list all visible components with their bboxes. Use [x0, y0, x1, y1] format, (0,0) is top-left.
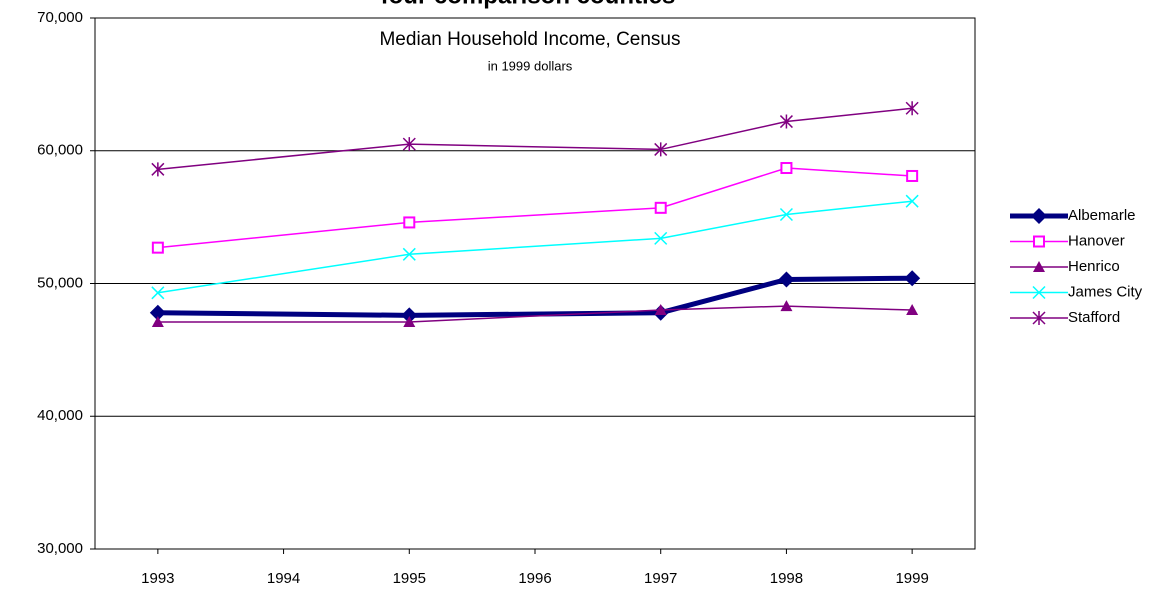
- y-tick-label: 40,000: [37, 407, 83, 424]
- legend-label: James City: [1068, 283, 1143, 300]
- x-tick-label: 1998: [770, 570, 803, 587]
- legend-label: Stafford: [1068, 309, 1120, 326]
- legend-marker: [1032, 311, 1046, 325]
- marker: [403, 315, 416, 327]
- legend-marker: [1032, 285, 1046, 300]
- chart-subtitle: Median Household Income, Census: [379, 29, 680, 50]
- marker: [905, 194, 919, 208]
- plot-frame: [94, 17, 976, 550]
- marker: [149, 304, 166, 321]
- marker: [780, 162, 793, 175]
- marker: [654, 201, 667, 214]
- legend-label: Albemarle: [1068, 207, 1136, 224]
- marker: [403, 216, 416, 229]
- marker: [904, 270, 921, 287]
- legend-marker: [1033, 261, 1045, 272]
- marker: [654, 142, 668, 157]
- x-tick-label: 1995: [393, 570, 426, 587]
- x-tick-label: 1994: [267, 570, 300, 587]
- marker: [401, 307, 418, 324]
- series-line: [157, 107, 913, 171]
- x-tick-label: 1996: [518, 570, 551, 587]
- marker: [906, 304, 919, 316]
- legend-label: Henrico: [1068, 258, 1120, 275]
- marker: [402, 247, 416, 261]
- series-line: [157, 167, 913, 249]
- x-tick-label: 1997: [644, 570, 677, 587]
- y-tick-label: 50,000: [37, 274, 83, 291]
- x-tick-label: 1993: [141, 570, 174, 587]
- marker: [151, 286, 165, 300]
- marker: [151, 315, 164, 327]
- marker: [654, 231, 668, 245]
- x-tick-label: 1999: [895, 570, 928, 587]
- marker: [654, 304, 667, 316]
- marker: [778, 271, 795, 288]
- marker: [151, 241, 164, 254]
- marker: [779, 207, 793, 222]
- chart-note: in 1999 dollars: [488, 58, 573, 73]
- chart-title: four comparison counties: [381, 0, 676, 9]
- legend-marker: [1031, 208, 1047, 224]
- y-tick-label: 70,000: [37, 9, 83, 26]
- marker: [402, 137, 416, 152]
- marker: [905, 101, 919, 116]
- legend-marker: [1033, 235, 1045, 248]
- legend-label: Hanover: [1068, 232, 1125, 249]
- marker: [779, 114, 793, 129]
- marker: [780, 300, 793, 312]
- y-tick-label: 30,000: [37, 540, 83, 557]
- y-tick-label: 60,000: [37, 142, 83, 159]
- marker: [906, 169, 919, 182]
- marker: [151, 162, 165, 177]
